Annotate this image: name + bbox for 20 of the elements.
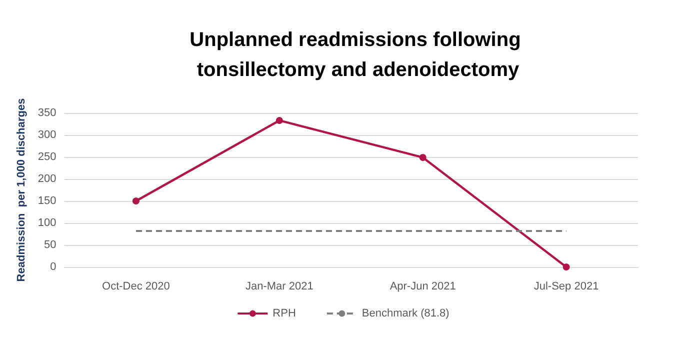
x-tick-label: Jan-Mar 2021: [245, 280, 314, 292]
legend-label: Benchmark (81.8): [362, 308, 450, 320]
y-axis-title: Readmission per 1,000 discharges: [16, 98, 28, 282]
point: [562, 264, 570, 270]
legend-label: RPH: [272, 308, 296, 320]
y-tick-label: 200: [38, 173, 56, 185]
point: [132, 198, 140, 204]
y-tick-label: 0: [50, 261, 56, 273]
y-tick-label: 300: [38, 129, 56, 141]
y-tick-label: 150: [38, 195, 56, 207]
y-tick-label: 50: [44, 239, 56, 251]
x-tick-label: Jul-Sep 2021: [534, 280, 599, 292]
point: [276, 116, 283, 124]
y-tick-label: 250: [38, 151, 56, 163]
y-tick-label: 350: [38, 107, 56, 119]
point: [419, 154, 426, 161]
x-tick-label: Apr-Jun 2021: [390, 280, 456, 292]
x-tick-label: Oct-Dec 2020: [102, 280, 170, 292]
y-tick-label: 100: [38, 217, 56, 229]
chart-title: Unplanned readmissions following tonsillectomy and adenoidectomy: [190, 29, 526, 81]
